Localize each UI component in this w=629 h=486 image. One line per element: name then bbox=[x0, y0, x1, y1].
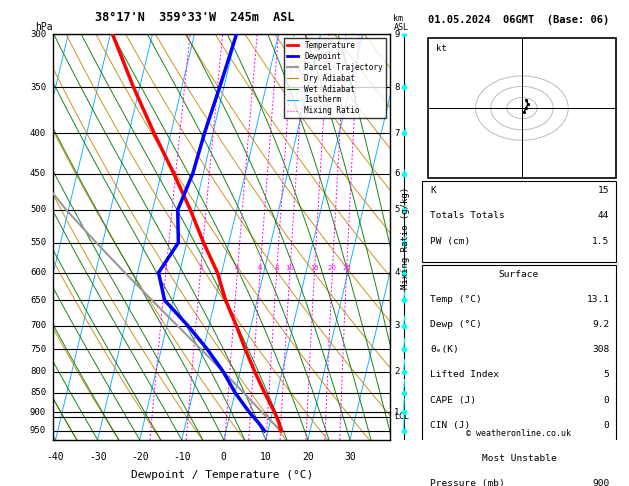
Text: CIN (J): CIN (J) bbox=[430, 421, 470, 430]
Text: 800: 800 bbox=[30, 367, 46, 376]
Legend: Temperature, Dewpoint, Parcel Trajectory, Dry Adiabat, Wet Adiabat, Isotherm, Mi: Temperature, Dewpoint, Parcel Trajectory… bbox=[284, 38, 386, 119]
Text: © weatheronline.co.uk: © weatheronline.co.uk bbox=[467, 429, 571, 438]
Text: 8: 8 bbox=[394, 83, 399, 91]
Text: 850: 850 bbox=[30, 388, 46, 397]
Text: 900: 900 bbox=[30, 408, 46, 417]
Text: km
ASL: km ASL bbox=[393, 14, 408, 32]
Text: -30: -30 bbox=[89, 452, 106, 462]
Text: 10: 10 bbox=[260, 452, 272, 462]
Text: 2: 2 bbox=[198, 265, 203, 271]
Text: Mixing Ratio (g/kg): Mixing Ratio (g/kg) bbox=[401, 187, 410, 289]
Text: Most Unstable: Most Unstable bbox=[482, 454, 556, 463]
Text: Surface: Surface bbox=[499, 270, 539, 279]
Text: 950: 950 bbox=[30, 426, 46, 435]
Text: 900: 900 bbox=[593, 479, 610, 486]
Text: 450: 450 bbox=[30, 169, 46, 178]
Text: 13.1: 13.1 bbox=[586, 295, 610, 304]
Text: 300: 300 bbox=[30, 30, 46, 38]
Text: Pressure (mb): Pressure (mb) bbox=[430, 479, 505, 486]
Text: 6: 6 bbox=[258, 265, 262, 271]
Text: 1: 1 bbox=[394, 408, 399, 417]
Text: 25: 25 bbox=[342, 265, 351, 271]
Text: 20: 20 bbox=[302, 452, 314, 462]
Text: 308: 308 bbox=[593, 345, 610, 354]
Text: 2: 2 bbox=[394, 367, 399, 376]
Text: 38°17'N  359°33'W  245m  ASL: 38°17'N 359°33'W 245m ASL bbox=[95, 11, 294, 24]
Text: 650: 650 bbox=[30, 295, 46, 305]
Text: 700: 700 bbox=[30, 321, 46, 330]
Text: 3: 3 bbox=[394, 321, 399, 330]
Text: 10: 10 bbox=[286, 265, 294, 271]
Text: Dewp (°C): Dewp (°C) bbox=[430, 320, 482, 329]
Text: 750: 750 bbox=[30, 345, 46, 354]
Text: K: K bbox=[430, 186, 436, 195]
Text: -20: -20 bbox=[131, 452, 148, 462]
Text: 350: 350 bbox=[30, 83, 46, 91]
Text: 0: 0 bbox=[604, 421, 610, 430]
Text: 4: 4 bbox=[394, 268, 399, 277]
Text: PW (cm): PW (cm) bbox=[430, 237, 470, 245]
Text: Lifted Index: Lifted Index bbox=[430, 370, 499, 380]
Text: 15: 15 bbox=[598, 186, 610, 195]
Text: Temp (°C): Temp (°C) bbox=[430, 295, 482, 304]
Text: θₑ(K): θₑ(K) bbox=[430, 345, 459, 354]
Text: Dewpoint / Temperature (°C): Dewpoint / Temperature (°C) bbox=[131, 470, 313, 480]
Text: 0: 0 bbox=[604, 396, 610, 405]
Text: -10: -10 bbox=[173, 452, 191, 462]
Text: 15: 15 bbox=[310, 265, 319, 271]
Text: 550: 550 bbox=[30, 238, 46, 247]
Text: 5: 5 bbox=[604, 370, 610, 380]
Text: hPa: hPa bbox=[35, 22, 53, 32]
Text: 9.2: 9.2 bbox=[593, 320, 610, 329]
Text: LCL: LCL bbox=[394, 412, 409, 421]
Text: 9: 9 bbox=[394, 30, 399, 38]
Text: 01.05.2024  06GMT  (Base: 06): 01.05.2024 06GMT (Base: 06) bbox=[428, 15, 610, 25]
Text: 4: 4 bbox=[235, 265, 240, 271]
Text: 30: 30 bbox=[344, 452, 356, 462]
Text: 8: 8 bbox=[274, 265, 279, 271]
Text: 7: 7 bbox=[394, 129, 399, 138]
Text: 1.5: 1.5 bbox=[593, 237, 610, 245]
FancyBboxPatch shape bbox=[428, 38, 616, 178]
Text: Totals Totals: Totals Totals bbox=[430, 211, 505, 220]
Text: 5: 5 bbox=[394, 206, 399, 214]
Text: 20: 20 bbox=[328, 265, 337, 271]
Text: -40: -40 bbox=[47, 452, 64, 462]
Text: kt: kt bbox=[437, 44, 447, 53]
Text: 400: 400 bbox=[30, 129, 46, 138]
Text: 0: 0 bbox=[221, 452, 226, 462]
Text: 600: 600 bbox=[30, 268, 46, 277]
Text: CAPE (J): CAPE (J) bbox=[430, 396, 476, 405]
Text: 44: 44 bbox=[598, 211, 610, 220]
Text: 1: 1 bbox=[164, 265, 168, 271]
Text: 6: 6 bbox=[394, 169, 399, 178]
Text: 500: 500 bbox=[30, 206, 46, 214]
